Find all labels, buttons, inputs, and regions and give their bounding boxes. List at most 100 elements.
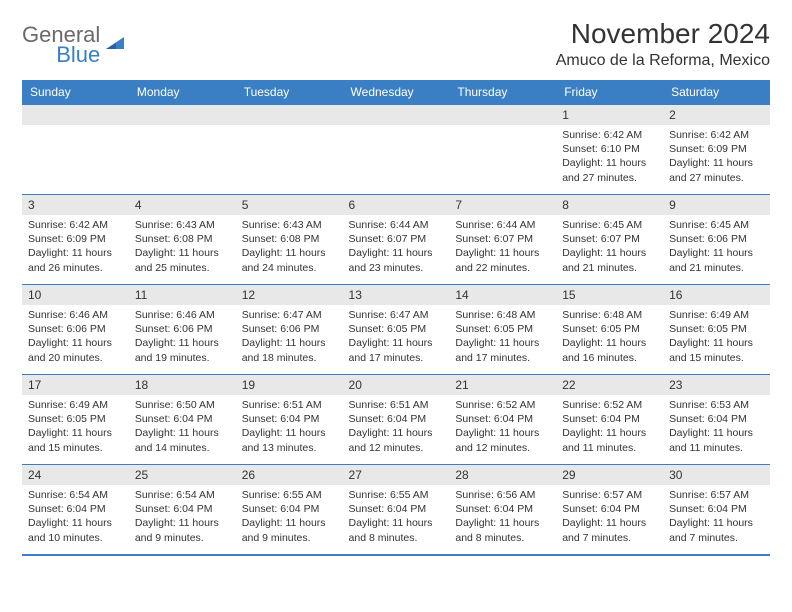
daylight-text: Daylight: 11 hours and 9 minutes.: [242, 516, 337, 544]
daylight-text: Daylight: 11 hours and 21 minutes.: [562, 246, 657, 274]
day-content: Sunrise: 6:42 AMSunset: 6:10 PMDaylight:…: [556, 125, 663, 188]
day-content: Sunrise: 6:48 AMSunset: 6:05 PMDaylight:…: [556, 305, 663, 368]
day-content: Sunrise: 6:49 AMSunset: 6:05 PMDaylight:…: [663, 305, 770, 368]
sunrise-text: Sunrise: 6:43 AM: [135, 218, 230, 232]
daylight-text: Daylight: 11 hours and 13 minutes.: [242, 426, 337, 454]
calendar-cell: 17Sunrise: 6:49 AMSunset: 6:05 PMDayligh…: [22, 375, 129, 465]
daylight-text: Daylight: 11 hours and 15 minutes.: [28, 426, 123, 454]
calendar-cell: 8Sunrise: 6:45 AMSunset: 6:07 PMDaylight…: [556, 195, 663, 285]
calendar-cell: 30Sunrise: 6:57 AMSunset: 6:04 PMDayligh…: [663, 465, 770, 555]
calendar-cell: 13Sunrise: 6:47 AMSunset: 6:05 PMDayligh…: [343, 285, 450, 375]
daylight-text: Daylight: 11 hours and 22 minutes.: [455, 246, 550, 274]
sunset-text: Sunset: 6:07 PM: [455, 232, 550, 246]
calendar-row: 3Sunrise: 6:42 AMSunset: 6:09 PMDaylight…: [22, 195, 770, 285]
calendar-row: 10Sunrise: 6:46 AMSunset: 6:06 PMDayligh…: [22, 285, 770, 375]
sunrise-text: Sunrise: 6:57 AM: [669, 488, 764, 502]
calendar-body: 1Sunrise: 6:42 AMSunset: 6:10 PMDaylight…: [22, 105, 770, 555]
day-number: 8: [556, 195, 663, 215]
sunset-text: Sunset: 6:04 PM: [349, 412, 444, 426]
sunset-text: Sunset: 6:06 PM: [28, 322, 123, 336]
calendar-cell: 6Sunrise: 6:44 AMSunset: 6:07 PMDaylight…: [343, 195, 450, 285]
sunrise-text: Sunrise: 6:46 AM: [28, 308, 123, 322]
day-number: 21: [449, 375, 556, 395]
calendar-cell: 22Sunrise: 6:52 AMSunset: 6:04 PMDayligh…: [556, 375, 663, 465]
day-content: Sunrise: 6:57 AMSunset: 6:04 PMDaylight:…: [556, 485, 663, 548]
daylight-text: Daylight: 11 hours and 8 minutes.: [455, 516, 550, 544]
sunset-text: Sunset: 6:04 PM: [562, 502, 657, 516]
daylight-text: Daylight: 11 hours and 10 minutes.: [28, 516, 123, 544]
day-content: Sunrise: 6:48 AMSunset: 6:05 PMDaylight:…: [449, 305, 556, 368]
weekday-header-row: SundayMondayTuesdayWednesdayThursdayFrid…: [22, 80, 770, 105]
calendar-row: 17Sunrise: 6:49 AMSunset: 6:05 PMDayligh…: [22, 375, 770, 465]
calendar-cell: 11Sunrise: 6:46 AMSunset: 6:06 PMDayligh…: [129, 285, 236, 375]
calendar-cell: 4Sunrise: 6:43 AMSunset: 6:08 PMDaylight…: [129, 195, 236, 285]
day-number: 22: [556, 375, 663, 395]
sunrise-text: Sunrise: 6:51 AM: [349, 398, 444, 412]
sunrise-text: Sunrise: 6:47 AM: [349, 308, 444, 322]
day-number: 19: [236, 375, 343, 395]
day-number: 29: [556, 465, 663, 485]
day-content: Sunrise: 6:49 AMSunset: 6:05 PMDaylight:…: [22, 395, 129, 458]
calendar-cell: [449, 105, 556, 195]
daylight-text: Daylight: 11 hours and 18 minutes.: [242, 336, 337, 364]
sunrise-text: Sunrise: 6:46 AM: [135, 308, 230, 322]
sunrise-text: Sunrise: 6:54 AM: [135, 488, 230, 502]
sunset-text: Sunset: 6:08 PM: [242, 232, 337, 246]
sunrise-text: Sunrise: 6:49 AM: [28, 398, 123, 412]
daylight-text: Daylight: 11 hours and 7 minutes.: [562, 516, 657, 544]
day-content: Sunrise: 6:47 AMSunset: 6:06 PMDaylight:…: [236, 305, 343, 368]
calendar-cell: 9Sunrise: 6:45 AMSunset: 6:06 PMDaylight…: [663, 195, 770, 285]
day-number: 23: [663, 375, 770, 395]
daylight-text: Daylight: 11 hours and 9 minutes.: [135, 516, 230, 544]
logo: General Blue: [22, 24, 126, 68]
daylight-text: Daylight: 11 hours and 12 minutes.: [349, 426, 444, 454]
day-number: 17: [22, 375, 129, 395]
daylight-text: Daylight: 11 hours and 14 minutes.: [135, 426, 230, 454]
calendar-cell: 27Sunrise: 6:55 AMSunset: 6:04 PMDayligh…: [343, 465, 450, 555]
sunrise-text: Sunrise: 6:44 AM: [455, 218, 550, 232]
calendar-row: 1Sunrise: 6:42 AMSunset: 6:10 PMDaylight…: [22, 105, 770, 195]
calendar-cell: 3Sunrise: 6:42 AMSunset: 6:09 PMDaylight…: [22, 195, 129, 285]
day-content: Sunrise: 6:54 AMSunset: 6:04 PMDaylight:…: [129, 485, 236, 548]
sunrise-text: Sunrise: 6:42 AM: [28, 218, 123, 232]
day-content: Sunrise: 6:42 AMSunset: 6:09 PMDaylight:…: [663, 125, 770, 188]
logo-triangle-icon: [104, 33, 126, 60]
daylight-text: Daylight: 11 hours and 21 minutes.: [669, 246, 764, 274]
daylight-text: Daylight: 11 hours and 15 minutes.: [669, 336, 764, 364]
daylight-text: Daylight: 11 hours and 26 minutes.: [28, 246, 123, 274]
calendar-cell: [129, 105, 236, 195]
sunrise-text: Sunrise: 6:55 AM: [349, 488, 444, 502]
sunset-text: Sunset: 6:04 PM: [135, 412, 230, 426]
sunrise-text: Sunrise: 6:42 AM: [562, 128, 657, 142]
day-content: Sunrise: 6:44 AMSunset: 6:07 PMDaylight:…: [449, 215, 556, 278]
sunset-text: Sunset: 6:04 PM: [242, 412, 337, 426]
calendar-cell: 7Sunrise: 6:44 AMSunset: 6:07 PMDaylight…: [449, 195, 556, 285]
calendar-cell: 10Sunrise: 6:46 AMSunset: 6:06 PMDayligh…: [22, 285, 129, 375]
calendar-row: 24Sunrise: 6:54 AMSunset: 6:04 PMDayligh…: [22, 465, 770, 555]
calendar-cell: 12Sunrise: 6:47 AMSunset: 6:06 PMDayligh…: [236, 285, 343, 375]
daylight-text: Daylight: 11 hours and 11 minutes.: [562, 426, 657, 454]
day-content: Sunrise: 6:52 AMSunset: 6:04 PMDaylight:…: [449, 395, 556, 458]
weekday-header: Saturday: [663, 80, 770, 105]
sunset-text: Sunset: 6:05 PM: [562, 322, 657, 336]
calendar-cell: 25Sunrise: 6:54 AMSunset: 6:04 PMDayligh…: [129, 465, 236, 555]
day-number: 5: [236, 195, 343, 215]
sunset-text: Sunset: 6:04 PM: [455, 502, 550, 516]
empty-day-header: [449, 105, 556, 125]
day-content: Sunrise: 6:52 AMSunset: 6:04 PMDaylight:…: [556, 395, 663, 458]
day-number: 24: [22, 465, 129, 485]
daylight-text: Daylight: 11 hours and 24 minutes.: [242, 246, 337, 274]
calendar-cell: [343, 105, 450, 195]
day-content: Sunrise: 6:51 AMSunset: 6:04 PMDaylight:…: [343, 395, 450, 458]
sunset-text: Sunset: 6:09 PM: [28, 232, 123, 246]
day-number: 20: [343, 375, 450, 395]
sunrise-text: Sunrise: 6:42 AM: [669, 128, 764, 142]
day-content: Sunrise: 6:54 AMSunset: 6:04 PMDaylight:…: [22, 485, 129, 548]
day-content: Sunrise: 6:46 AMSunset: 6:06 PMDaylight:…: [129, 305, 236, 368]
title-block: November 2024 Amuco de la Reforma, Mexic…: [556, 18, 770, 70]
sunset-text: Sunset: 6:04 PM: [135, 502, 230, 516]
daylight-text: Daylight: 11 hours and 19 minutes.: [135, 336, 230, 364]
sunset-text: Sunset: 6:05 PM: [349, 322, 444, 336]
sunset-text: Sunset: 6:07 PM: [349, 232, 444, 246]
calendar-cell: [22, 105, 129, 195]
